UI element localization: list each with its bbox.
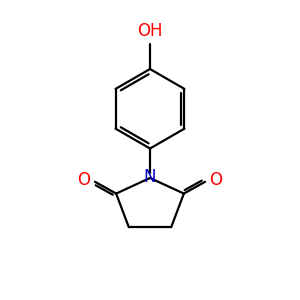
Text: N: N [144,167,156,185]
Text: O: O [209,171,223,189]
Text: OH: OH [137,22,163,40]
Text: O: O [77,171,91,189]
